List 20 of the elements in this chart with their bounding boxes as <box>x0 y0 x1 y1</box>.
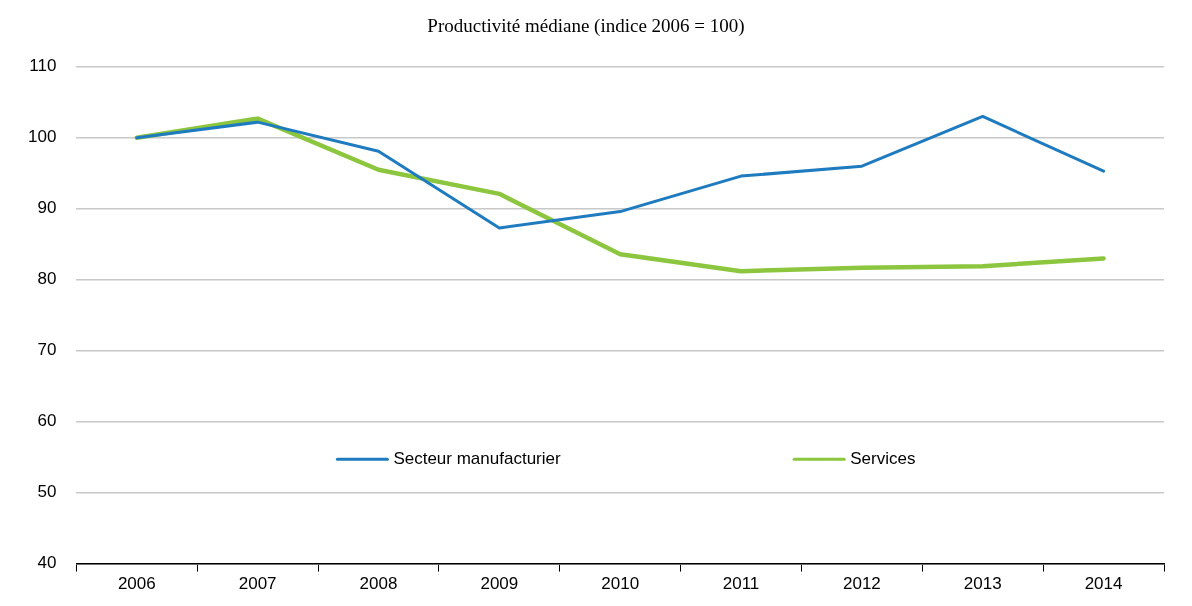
x-tick-label: 2008 <box>359 574 398 594</box>
y-tick-label: 110 <box>29 56 57 76</box>
y-tick-label: 50 <box>37 482 57 502</box>
y-tick-label: 60 <box>37 411 57 431</box>
y-tick-label: 90 <box>37 198 57 218</box>
x-tick-label: 2012 <box>842 574 881 594</box>
x-tick-label: 2013 <box>963 574 1002 594</box>
y-tick-label: 80 <box>37 269 57 289</box>
x-tick-label: 2011 <box>722 574 760 594</box>
x-tick-label: 2006 <box>117 574 156 594</box>
legend-label: Services <box>850 448 916 468</box>
x-tick-label: 2009 <box>480 574 519 594</box>
x-tick-label: 2007 <box>238 574 277 594</box>
legend-label: Secteur manufacturier <box>393 448 561 468</box>
chart-title: Productivité médiane (indice 2006 = 100) <box>427 15 745 38</box>
y-tick-label: 40 <box>37 553 57 573</box>
y-tick-label: 100 <box>27 127 57 147</box>
y-tick-label: 70 <box>37 340 57 360</box>
x-tick-label: 2014 <box>1084 574 1123 594</box>
x-tick-label: 2010 <box>601 574 640 594</box>
